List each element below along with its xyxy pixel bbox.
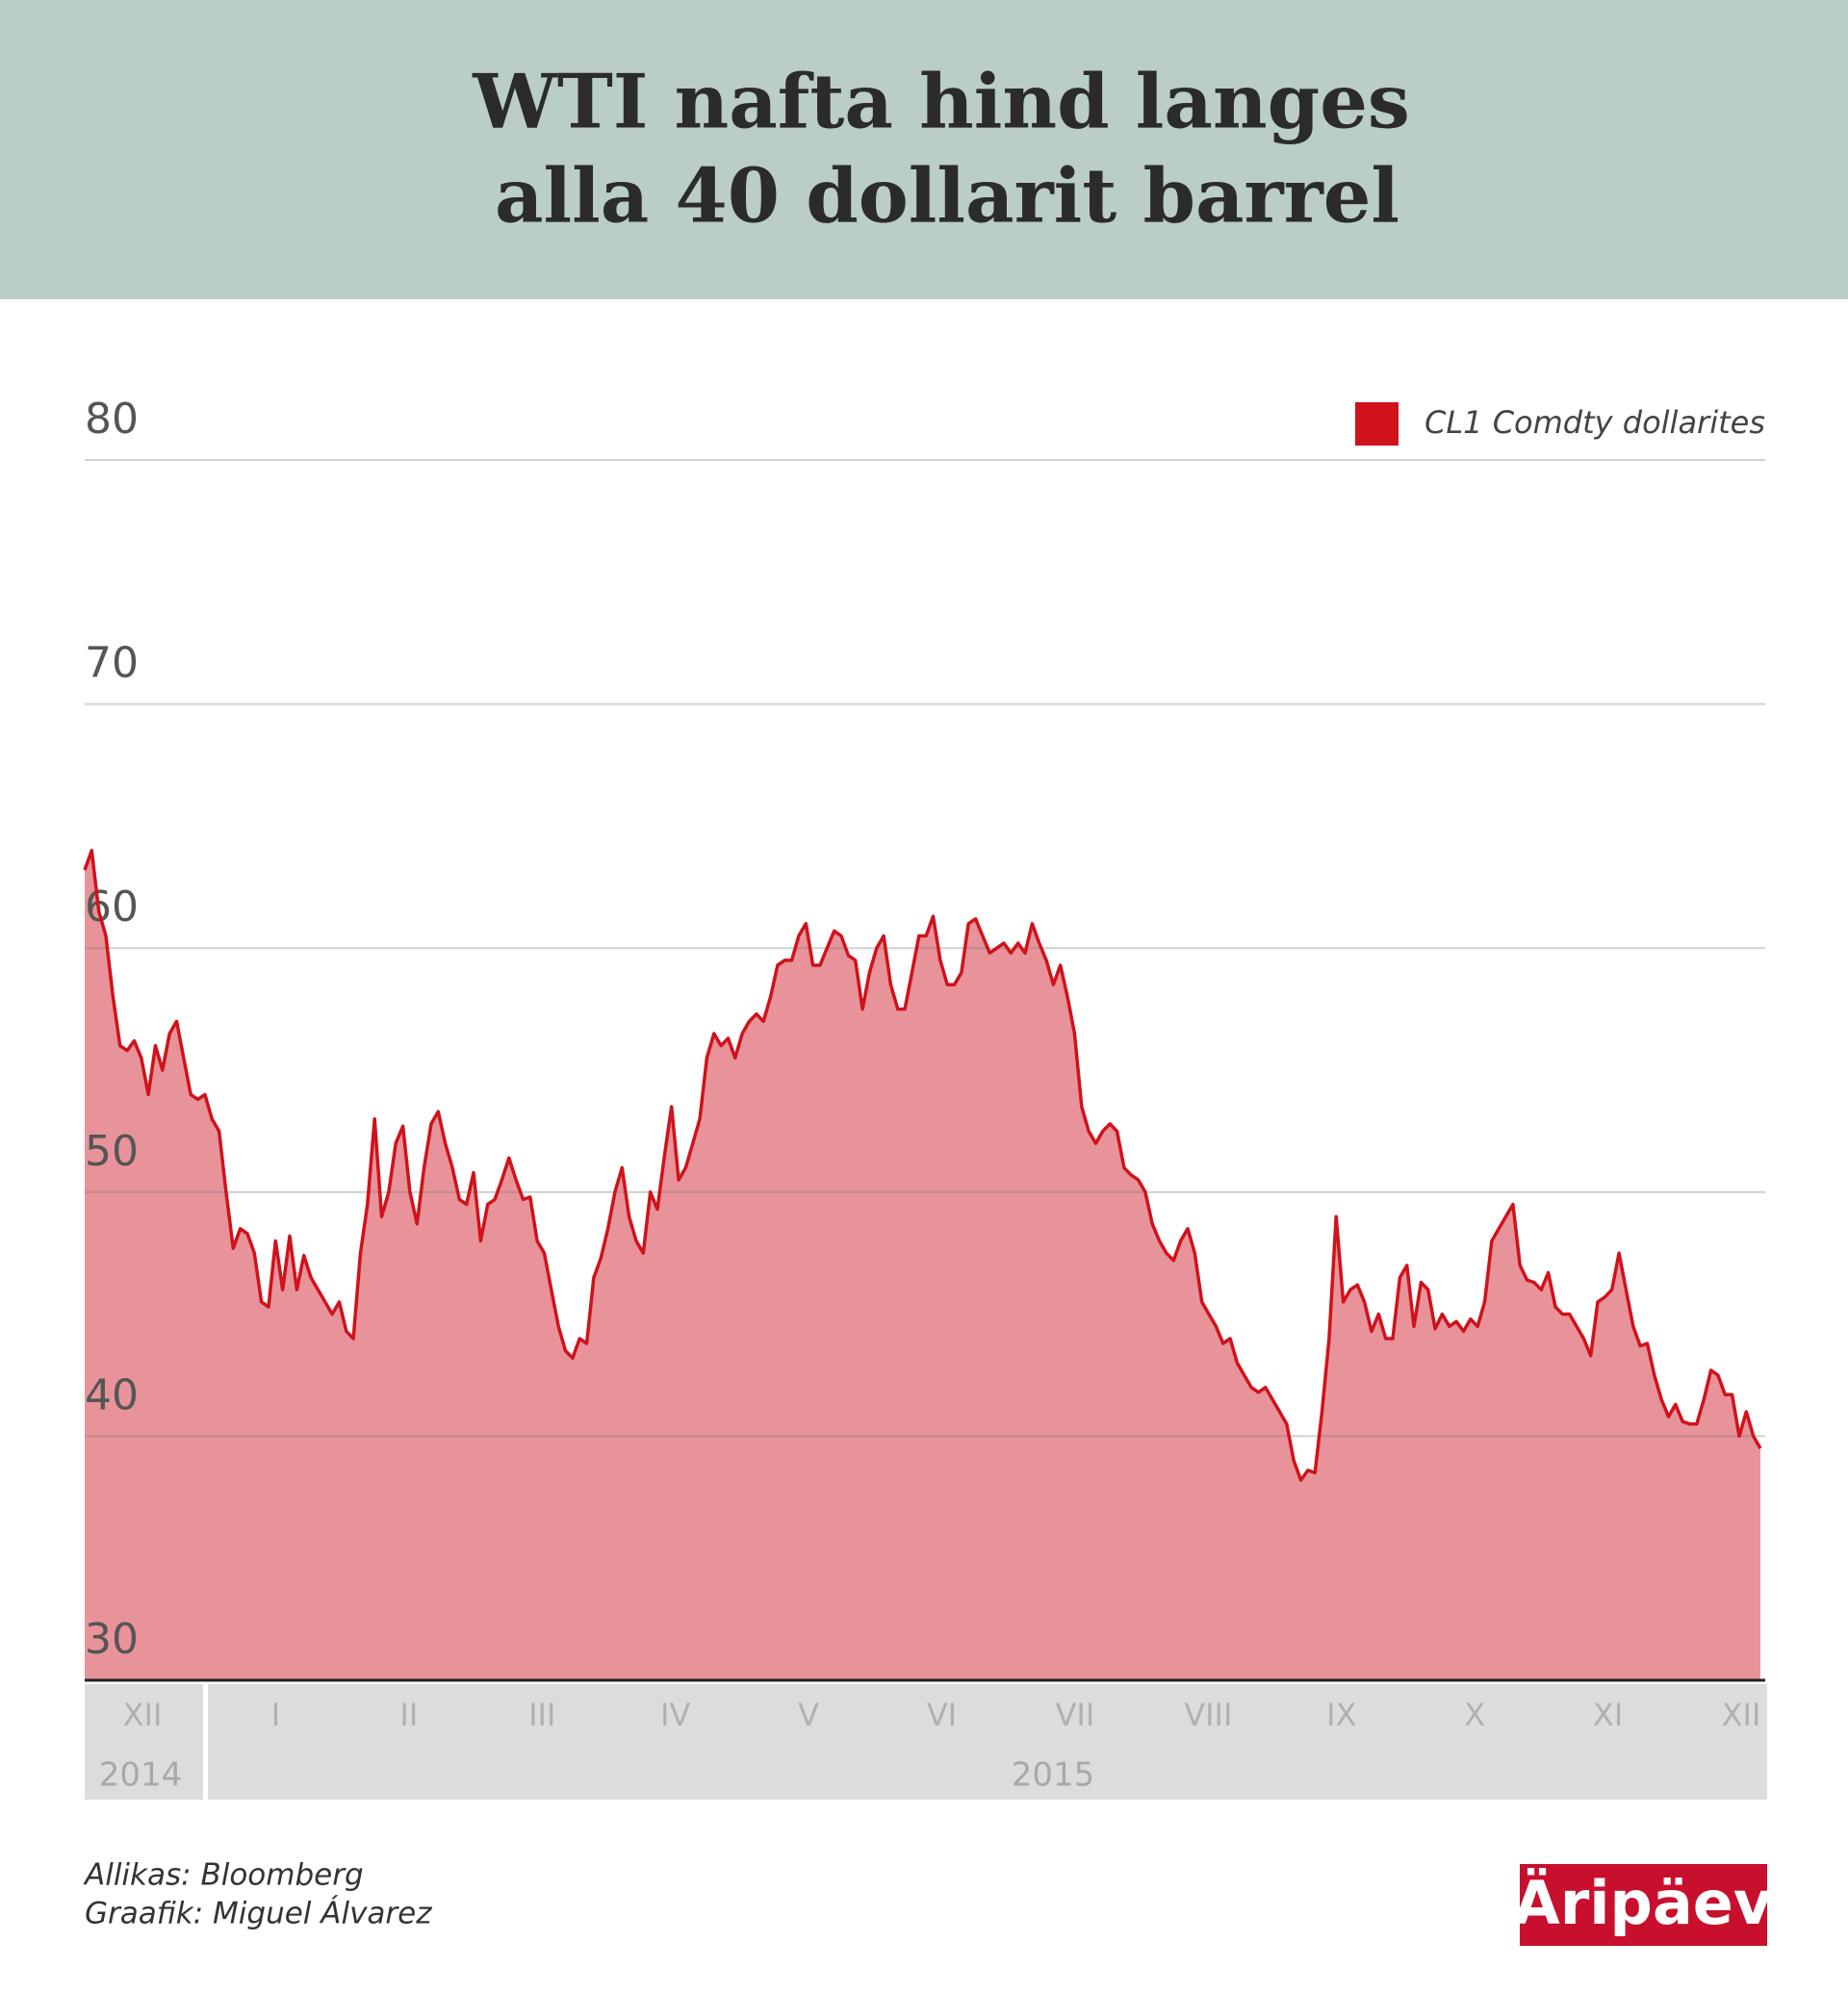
line xyxy=(83,849,1762,1482)
logo: Äripäev xyxy=(1514,1868,1773,1938)
y-tick-label: 30 xyxy=(85,1615,139,1664)
logo-box xyxy=(1520,1864,1767,1946)
x-tick-label: X xyxy=(1464,1697,1485,1733)
y-tick-label: 70 xyxy=(85,639,139,688)
x-tick-label: I xyxy=(271,1697,280,1733)
x-tick-label: XII xyxy=(123,1697,163,1733)
x-tick-label: VIII xyxy=(1184,1697,1232,1733)
x-tick-label: II xyxy=(399,1697,418,1733)
legend-label: CL1 Comdty dollarites xyxy=(1424,404,1765,441)
chart-title: alla 40 dollarit barrel xyxy=(495,153,1399,241)
x-tick-label: IV xyxy=(660,1697,690,1733)
year-separator xyxy=(203,1684,208,1800)
chart-title: WTI nafta hind langes xyxy=(472,59,1410,146)
header-band xyxy=(0,0,1848,299)
x-tick-label: XI xyxy=(1593,1697,1623,1733)
x-tick-label: XII xyxy=(1722,1697,1761,1733)
source: Allikas: Bloomberg xyxy=(83,1858,364,1893)
y-tick-label: 80 xyxy=(85,395,139,444)
y-tick-label: 50 xyxy=(85,1127,139,1176)
area xyxy=(85,850,1760,1680)
x-tick-label: III xyxy=(528,1697,555,1733)
x-tick-label: VI xyxy=(927,1697,957,1733)
legend-swatch xyxy=(1355,402,1399,446)
year-label: 2015 xyxy=(1012,1756,1095,1795)
y-tick-label: 40 xyxy=(85,1370,139,1419)
x-tick-label: VII xyxy=(1056,1697,1095,1733)
x-tick-label: V xyxy=(798,1697,819,1733)
y-tick-label: 60 xyxy=(85,882,139,932)
credit: Graafik: Miguel Álvarez xyxy=(85,1897,432,1931)
year-label: 2014 xyxy=(99,1756,183,1795)
x-axis-band xyxy=(85,1684,1767,1800)
x-tick-label: IX xyxy=(1326,1697,1356,1733)
